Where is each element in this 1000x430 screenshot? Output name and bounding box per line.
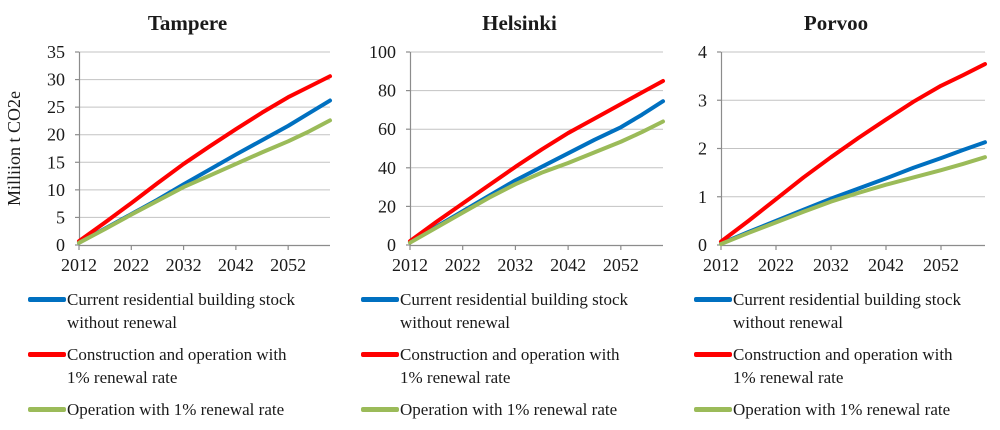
series-line-green	[77, 118, 332, 245]
chart-porvoo: 0 1 2 3 4 2012 2022 2032 2042 2052 Porvoo	[698, 11, 987, 275]
chart-title: Helsinki	[482, 11, 557, 35]
legend-porvoo: Current residential building stock witho…	[666, 278, 999, 430]
legend-swatch-red-icon	[694, 352, 732, 357]
legend-label: Current residential building stock witho…	[400, 290, 629, 332]
legend-label: Operation with 1% renewal rate	[67, 400, 285, 419]
chart-column-tampere: 0 5 10 15 20 25 30 35 2012 2022 2032 2042 2052 Tamper…	[0, 0, 333, 430]
legend-item: Operation with 1% renewal rate	[28, 398, 339, 421]
x-tick-label: 2052	[603, 255, 639, 275]
y-tick-label: 60	[378, 119, 396, 139]
legend-item: Operation with 1% renewal rate	[361, 398, 672, 421]
y-tick-label: 10	[47, 180, 65, 200]
legend-swatch-blue-icon	[28, 297, 66, 302]
y-tick-label: 2	[698, 139, 707, 159]
legend-swatch-blue-icon	[361, 297, 399, 302]
legend-swatch-green-icon	[694, 407, 732, 412]
x-tick-label: 2012	[703, 255, 739, 275]
legend-label: Construction and operation with 1% renew…	[67, 345, 287, 387]
legend-swatch-red-icon	[361, 352, 399, 357]
series-line-red	[77, 74, 332, 244]
series-line-green	[408, 119, 665, 245]
y-tick-label: 80	[378, 81, 396, 101]
x-tick-label: 2052	[923, 255, 959, 275]
x-tick-label: 2032	[497, 255, 533, 275]
x-tick-label: 2012	[61, 255, 97, 275]
series-line-red	[408, 78, 665, 244]
legend-label: Construction and operation with 1% renew…	[400, 345, 620, 387]
chart-title: Porvoo	[804, 11, 868, 35]
series-line-red	[719, 62, 987, 244]
legend-swatch-green-icon	[28, 407, 66, 412]
chart-tampere: 0 5 10 15 20 25 30 35 2012 2022 2032 2042 2052 Tamper…	[4, 11, 332, 275]
legend-swatch-green-icon	[361, 407, 399, 412]
x-tick-label: 2022	[445, 255, 481, 275]
chart-title: Tampere	[148, 11, 227, 35]
x-tick-label: 2052	[270, 255, 306, 275]
x-tick-label: 2012	[392, 255, 428, 275]
legend-helsinki: Current residential building stock witho…	[333, 278, 666, 430]
y-tick-label: 4	[698, 42, 707, 62]
y-tick-label: 20	[47, 125, 65, 145]
x-tick-label: 2042	[218, 255, 254, 275]
x-tick-label: 2032	[813, 255, 849, 275]
y-tick-label: 1	[698, 187, 707, 207]
legend-item: Current residential building stock witho…	[28, 288, 339, 334]
legend-item: Construction and operation with 1% renew…	[361, 343, 672, 389]
legend-item: Current residential building stock witho…	[361, 288, 672, 334]
y-tick-label: 20	[378, 196, 396, 216]
chart-helsinki: 0 20 40 60 80 100 2012 2022 2032 2042 2052 Helsinki	[369, 11, 665, 275]
legend-swatch-blue-icon	[694, 297, 732, 302]
y-tick-label: 15	[47, 152, 65, 172]
legend-item: Current residential building stock witho…	[694, 288, 1000, 334]
y-tick-label: 100	[369, 42, 396, 62]
x-tick-label: 2042	[550, 255, 586, 275]
y-tick-label: 0	[387, 235, 396, 255]
x-tick-label: 2022	[113, 255, 149, 275]
legend-item: Operation with 1% renewal rate	[694, 398, 1000, 421]
legend-label: Current residential building stock witho…	[733, 290, 962, 332]
y-tick-label: 5	[56, 207, 65, 227]
legend-swatch-red-icon	[28, 352, 66, 357]
legend-item: Construction and operation with 1% renew…	[28, 343, 339, 389]
legend-item: Construction and operation with 1% renew…	[694, 343, 1000, 389]
x-tick-label: 2022	[758, 255, 794, 275]
x-tick-label: 2032	[166, 255, 202, 275]
legend-label: Operation with 1% renewal rate	[400, 400, 618, 419]
legend-label: Construction and operation with 1% renew…	[733, 345, 953, 387]
y-axis-label: Milliion t CO2e	[4, 91, 24, 206]
series-line-green	[719, 155, 987, 247]
y-tick-label: 0	[56, 235, 65, 255]
y-tick-label: 0	[698, 235, 707, 255]
chart-column-helsinki: 0 20 40 60 80 100 2012 2022 2032 2042 2052 Helsinki…	[333, 0, 666, 430]
y-tick-label: 35	[47, 42, 65, 62]
y-tick-label: 40	[378, 158, 396, 178]
y-tick-label: 30	[47, 70, 65, 90]
y-tick-label: 25	[47, 97, 65, 117]
x-tick-label: 2042	[868, 255, 904, 275]
legend-label: Current residential building stock witho…	[67, 290, 296, 332]
y-tick-label: 3	[698, 90, 707, 110]
chart-column-porvoo: 0 1 2 3 4 2012 2022 2032 2042 2052 Porvoo Current …	[666, 0, 999, 430]
legend-tampere: Current residential building stock witho…	[0, 278, 333, 430]
legend-label: Operation with 1% renewal rate	[733, 400, 951, 419]
